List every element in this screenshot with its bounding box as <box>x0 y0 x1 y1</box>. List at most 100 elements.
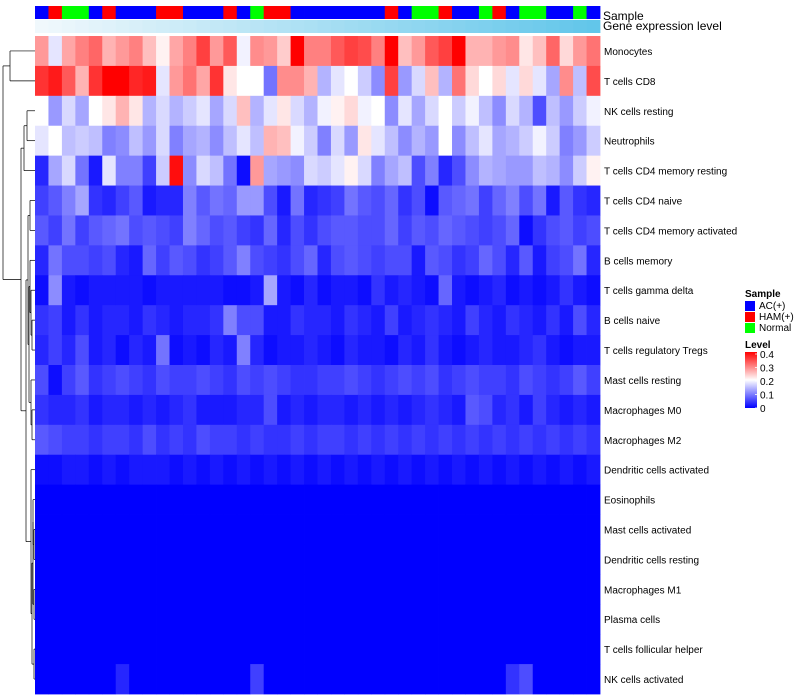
heatmap-cell <box>250 95 265 127</box>
heatmap-cell <box>223 544 238 575</box>
heatmap-cell <box>75 454 90 486</box>
heatmap-cell <box>371 95 386 127</box>
heatmap-cell <box>223 454 238 486</box>
heatmap-cell <box>398 36 413 67</box>
heatmap-cell <box>438 245 453 276</box>
heatmap-cell <box>559 514 574 545</box>
sample-annotation-cell <box>478 6 493 19</box>
heatmap-cell <box>478 424 493 456</box>
heatmap-cell <box>330 65 345 97</box>
heatmap-cell <box>519 365 534 396</box>
heatmap-cell <box>290 544 305 575</box>
heatmap-cell <box>371 514 386 545</box>
heatmap-cell <box>559 574 574 605</box>
heatmap-cell <box>330 185 345 216</box>
heatmap-cell <box>384 514 399 545</box>
heatmap-cell <box>519 335 534 366</box>
heatmap-cell <box>438 514 453 545</box>
heatmap-cell <box>546 36 561 67</box>
heatmap-cell <box>546 215 561 246</box>
sample-annotation-cell <box>156 6 170 19</box>
expression-annotation-cell <box>156 20 170 33</box>
heatmap-cell <box>330 335 345 366</box>
heatmap-cell <box>330 275 345 306</box>
expression-annotation-cell <box>546 20 561 33</box>
heatmap-cell <box>371 454 386 486</box>
heatmap-cells <box>35 36 601 695</box>
heatmap-cell <box>357 185 372 216</box>
heatmap-cell <box>425 604 439 635</box>
heatmap-cell <box>559 155 574 186</box>
heatmap-cell <box>48 305 63 336</box>
heatmap-cell <box>357 275 372 306</box>
heatmap-cell <box>532 424 547 456</box>
heatmap-cell <box>519 125 534 157</box>
row-label: T cells CD4 memory activated <box>604 226 737 237</box>
heatmap-cell <box>61 634 76 665</box>
heatmap-cell <box>223 155 238 186</box>
sample-annotation-cell <box>196 6 211 19</box>
heatmap-cell <box>263 95 278 127</box>
heatmap-cell <box>505 484 520 515</box>
heatmap-cell <box>330 245 345 276</box>
heatmap-cell <box>344 394 359 426</box>
heatmap-cell <box>182 664 197 695</box>
heatmap-cell <box>263 275 278 306</box>
heatmap-cell <box>519 664 534 695</box>
heatmap-cell <box>48 36 63 67</box>
heatmap-cell <box>505 335 520 366</box>
heatmap-cell <box>492 305 507 336</box>
heatmap-cell <box>532 484 547 515</box>
heatmap-cell <box>250 305 265 336</box>
heatmap-cell <box>142 95 157 127</box>
heatmap-cell <box>519 245 534 276</box>
heatmap-cell <box>492 185 507 216</box>
heatmap-cell <box>452 664 466 695</box>
heatmap-cell <box>505 305 520 336</box>
heatmap-cell <box>478 664 493 695</box>
heatmap-cell <box>196 245 211 276</box>
heatmap-cell <box>304 245 318 276</box>
heatmap-cell <box>573 514 587 545</box>
heatmap-cell <box>48 424 63 456</box>
legend-tick-label: 0.3 <box>760 364 774 375</box>
heatmap-cell <box>452 514 466 545</box>
heatmap-cell <box>263 454 278 486</box>
heatmap-cell <box>129 424 144 456</box>
heatmap-cell <box>196 454 211 486</box>
heatmap-cell <box>263 424 278 456</box>
heatmap-cell <box>102 394 117 426</box>
heatmap-cell <box>398 185 413 216</box>
heatmap-cell <box>438 36 453 67</box>
heatmap-cell <box>344 634 359 665</box>
expression-annotation-cell <box>169 20 184 33</box>
legend-sample-title: Sample <box>745 289 781 300</box>
heatmap-cell <box>48 365 63 396</box>
heatmap-cell <box>236 305 251 336</box>
heatmap-cell <box>142 664 157 695</box>
heatmap-cell <box>61 155 76 186</box>
heatmap-cell <box>586 305 601 336</box>
heatmap-cell <box>317 544 332 575</box>
heatmap-cell <box>425 454 439 486</box>
heatmap-cell <box>505 185 520 216</box>
heatmap-cell <box>317 95 332 127</box>
heatmap-cell <box>438 634 453 665</box>
heatmap-cell <box>317 305 332 336</box>
heatmap-cell <box>156 36 170 67</box>
heatmap-cell <box>438 544 453 575</box>
heatmap-cell <box>48 155 63 186</box>
heatmap-cell <box>61 215 76 246</box>
heatmap-cell <box>586 335 601 366</box>
heatmap-cell <box>573 424 587 456</box>
heatmap-cell <box>492 394 507 426</box>
heatmap-cell <box>223 484 238 515</box>
heatmap-cell <box>129 95 144 127</box>
heatmap-cell <box>371 574 386 605</box>
row-label: T cells CD4 memory resting <box>604 167 727 178</box>
sample-annotation-cell <box>317 6 332 19</box>
heatmap-cell <box>452 454 466 486</box>
heatmap-cell <box>344 484 359 515</box>
heatmap-cell <box>48 394 63 426</box>
heatmap-cell <box>129 484 144 515</box>
